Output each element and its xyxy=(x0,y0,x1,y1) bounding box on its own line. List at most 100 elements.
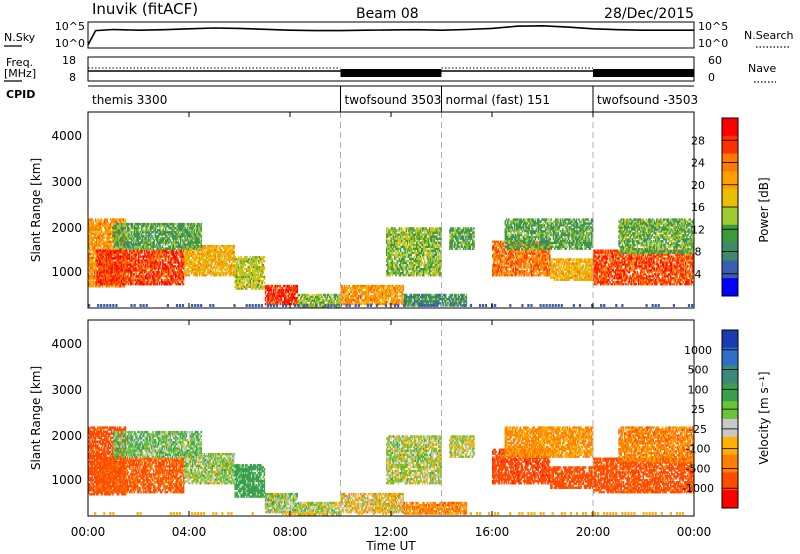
range-cell xyxy=(235,275,238,279)
range-cell xyxy=(197,229,199,232)
range-cell xyxy=(125,245,128,248)
range-cell xyxy=(277,300,279,304)
range-cell xyxy=(388,272,390,275)
range-cell xyxy=(151,222,153,226)
range-cell xyxy=(116,231,119,234)
range-cell xyxy=(346,298,348,302)
range-cell xyxy=(98,220,100,223)
range-cell xyxy=(264,296,267,300)
range-cell xyxy=(453,300,455,303)
range-cell xyxy=(194,264,196,267)
range-cell xyxy=(311,303,314,306)
range-cell xyxy=(399,290,401,294)
range-cell xyxy=(387,294,390,298)
range-cell xyxy=(102,249,105,252)
range-cell xyxy=(389,284,392,288)
range-cell xyxy=(352,294,354,298)
range-cell xyxy=(198,248,201,252)
range-cell xyxy=(103,261,106,264)
range-cell xyxy=(150,275,153,278)
range-cell xyxy=(214,274,217,277)
range-cell xyxy=(167,257,170,260)
range-cell xyxy=(376,298,378,302)
range-cell xyxy=(104,279,107,282)
range-cell xyxy=(395,274,397,277)
range-cell xyxy=(187,264,189,267)
range-cell xyxy=(89,281,91,284)
range-cell xyxy=(229,270,232,273)
range-cell xyxy=(158,263,161,266)
range-cell xyxy=(158,237,160,240)
range-cell xyxy=(109,224,112,227)
range-cell xyxy=(258,277,261,280)
range-cell xyxy=(379,292,382,296)
range-cell xyxy=(319,297,322,300)
range-cell xyxy=(100,269,102,272)
range-cell xyxy=(241,281,243,284)
range-cell xyxy=(109,283,111,286)
range-cell xyxy=(128,222,130,226)
range-cell xyxy=(255,277,257,280)
range-cell xyxy=(356,292,359,296)
range-cell xyxy=(317,299,319,302)
range-cell xyxy=(247,267,249,271)
range-cell xyxy=(133,257,135,260)
range-cell xyxy=(200,272,202,275)
range-cell xyxy=(139,281,141,284)
range-cell xyxy=(117,283,119,286)
range-cell xyxy=(93,260,96,264)
range-cell xyxy=(323,305,325,308)
range-cell xyxy=(96,271,99,274)
range-cell xyxy=(98,230,100,234)
range-cell xyxy=(432,295,434,299)
range-cell xyxy=(368,290,370,294)
range-cell xyxy=(138,263,140,266)
range-cell xyxy=(234,260,236,263)
range-cell xyxy=(390,270,393,273)
range-cell xyxy=(179,233,182,236)
range-cell xyxy=(187,268,189,271)
range-cell xyxy=(357,294,360,298)
range-cell xyxy=(256,285,259,288)
range-cell xyxy=(105,285,107,288)
range-cell xyxy=(200,241,203,244)
range-cell xyxy=(140,275,142,278)
range-cell xyxy=(98,244,100,248)
range-cell xyxy=(320,305,323,308)
range-cell xyxy=(201,266,203,269)
range-cell xyxy=(389,253,391,257)
range-cell xyxy=(105,257,108,260)
range-cell xyxy=(88,234,90,238)
range-cell xyxy=(255,273,257,277)
range-cell xyxy=(237,283,240,286)
range-cell xyxy=(411,302,414,305)
range-cell xyxy=(220,266,223,269)
range-cell xyxy=(111,230,113,234)
range-cell xyxy=(178,267,180,270)
range-cell xyxy=(272,288,275,292)
range-cell xyxy=(99,232,102,236)
range-cell xyxy=(388,284,391,288)
range-cell xyxy=(278,292,280,296)
range-cell xyxy=(163,279,165,282)
range-cell xyxy=(119,265,122,268)
range-cell xyxy=(293,292,295,296)
range-cell xyxy=(115,273,117,276)
range-cell xyxy=(114,218,116,221)
range-cell xyxy=(91,258,93,262)
range-cell xyxy=(186,250,188,254)
range-cell xyxy=(115,243,118,246)
range-cell xyxy=(127,277,130,280)
range-cell xyxy=(99,267,101,270)
range-cell xyxy=(369,286,371,290)
range-cell xyxy=(180,277,183,280)
range-cell xyxy=(162,227,165,230)
range-cell xyxy=(102,242,105,246)
range-cell xyxy=(132,241,135,244)
range-cell xyxy=(102,267,105,270)
range-cell xyxy=(287,286,289,290)
range-cell xyxy=(116,243,119,246)
range-cell xyxy=(150,259,153,262)
range-cell xyxy=(381,302,384,306)
range-cell xyxy=(99,281,101,284)
